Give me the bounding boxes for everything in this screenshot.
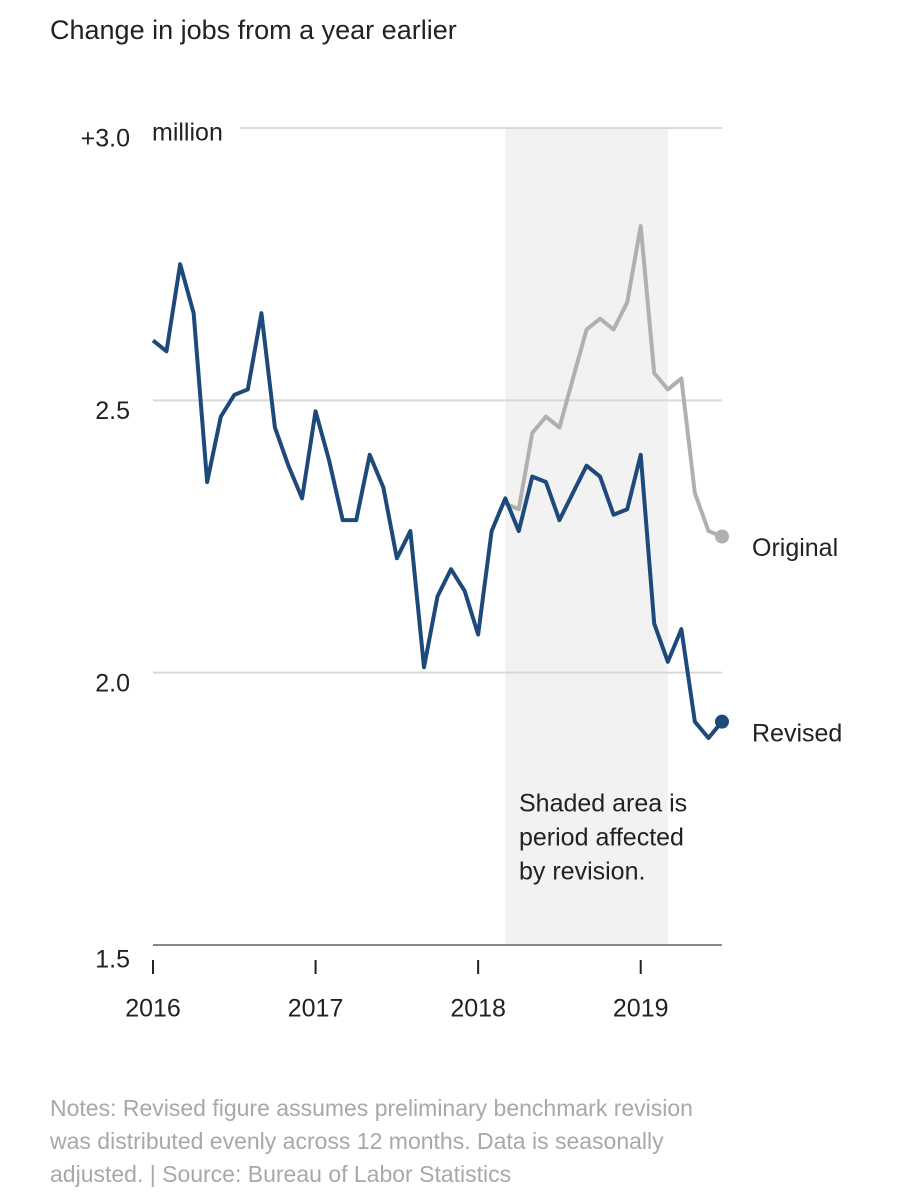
annotation: period affected [519, 824, 684, 852]
x-tick-label: 2017 [288, 995, 344, 1023]
y-tick-label: 1.5 [95, 946, 130, 974]
notes: was distributed evenly across 12 months.… [49, 1128, 664, 1154]
shaded-region [505, 128, 668, 945]
x-tick-label: 2016 [125, 995, 181, 1023]
line [504, 224, 723, 539]
end-dot [715, 529, 729, 544]
x-tick-label: 2018 [450, 995, 506, 1023]
notes: Notes: Revised figure assumes preliminar… [50, 1095, 693, 1121]
series-label: Revised [752, 719, 842, 747]
notes: adjusted. | Source: Bureau of Labor Stat… [50, 1161, 511, 1187]
x-tick-label: 2019 [613, 995, 669, 1023]
series-label: Original [752, 534, 838, 562]
annotation: by revision. [519, 858, 645, 886]
chart-title: Change in jobs from a year earlier [50, 15, 457, 45]
y-unit: million [152, 119, 223, 147]
line [151, 262, 724, 741]
y-tick-label: +3.0 [81, 125, 130, 153]
y-tick-label: 2.5 [95, 397, 130, 425]
y-tick-label: 2.0 [95, 669, 130, 697]
end-dot [715, 714, 729, 729]
annotation: Shaded area is [519, 790, 687, 818]
